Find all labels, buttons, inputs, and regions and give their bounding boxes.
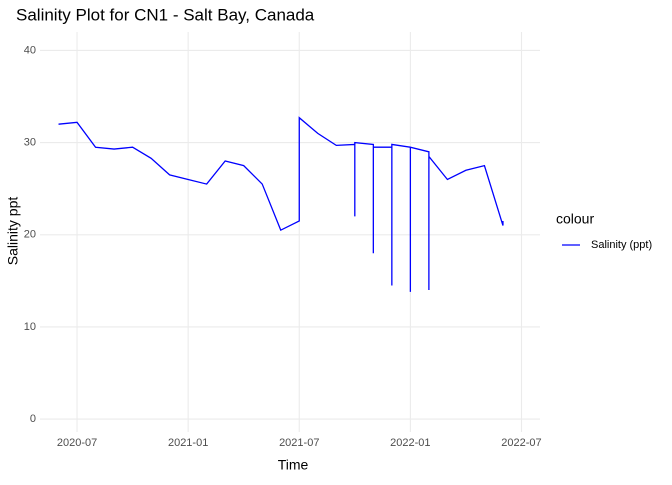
y-tick-label: 20 xyxy=(24,229,36,241)
y-tick-label: 0 xyxy=(30,413,36,425)
x-tick-label: 2021-01 xyxy=(168,437,208,449)
x-tick-label: 2022-07 xyxy=(501,437,541,449)
x-tick-label: 2020-07 xyxy=(57,437,97,449)
y-axis-label: Salinity ppt xyxy=(5,197,21,266)
y-tick-label: 30 xyxy=(24,137,36,149)
legend-title: colour xyxy=(556,211,594,227)
x-tick-label: 2021-07 xyxy=(279,437,319,449)
legend-label: Salinity (ppt) xyxy=(591,239,652,251)
x-axis-label: Time xyxy=(278,457,309,473)
x-tick-label: 2022-01 xyxy=(390,437,430,449)
y-tick-label: 40 xyxy=(24,44,36,56)
y-tick-label: 10 xyxy=(24,321,36,333)
chart-title: Salinity Plot for CN1 - Salt Bay, Canada xyxy=(16,5,315,24)
series-line xyxy=(58,116,504,292)
